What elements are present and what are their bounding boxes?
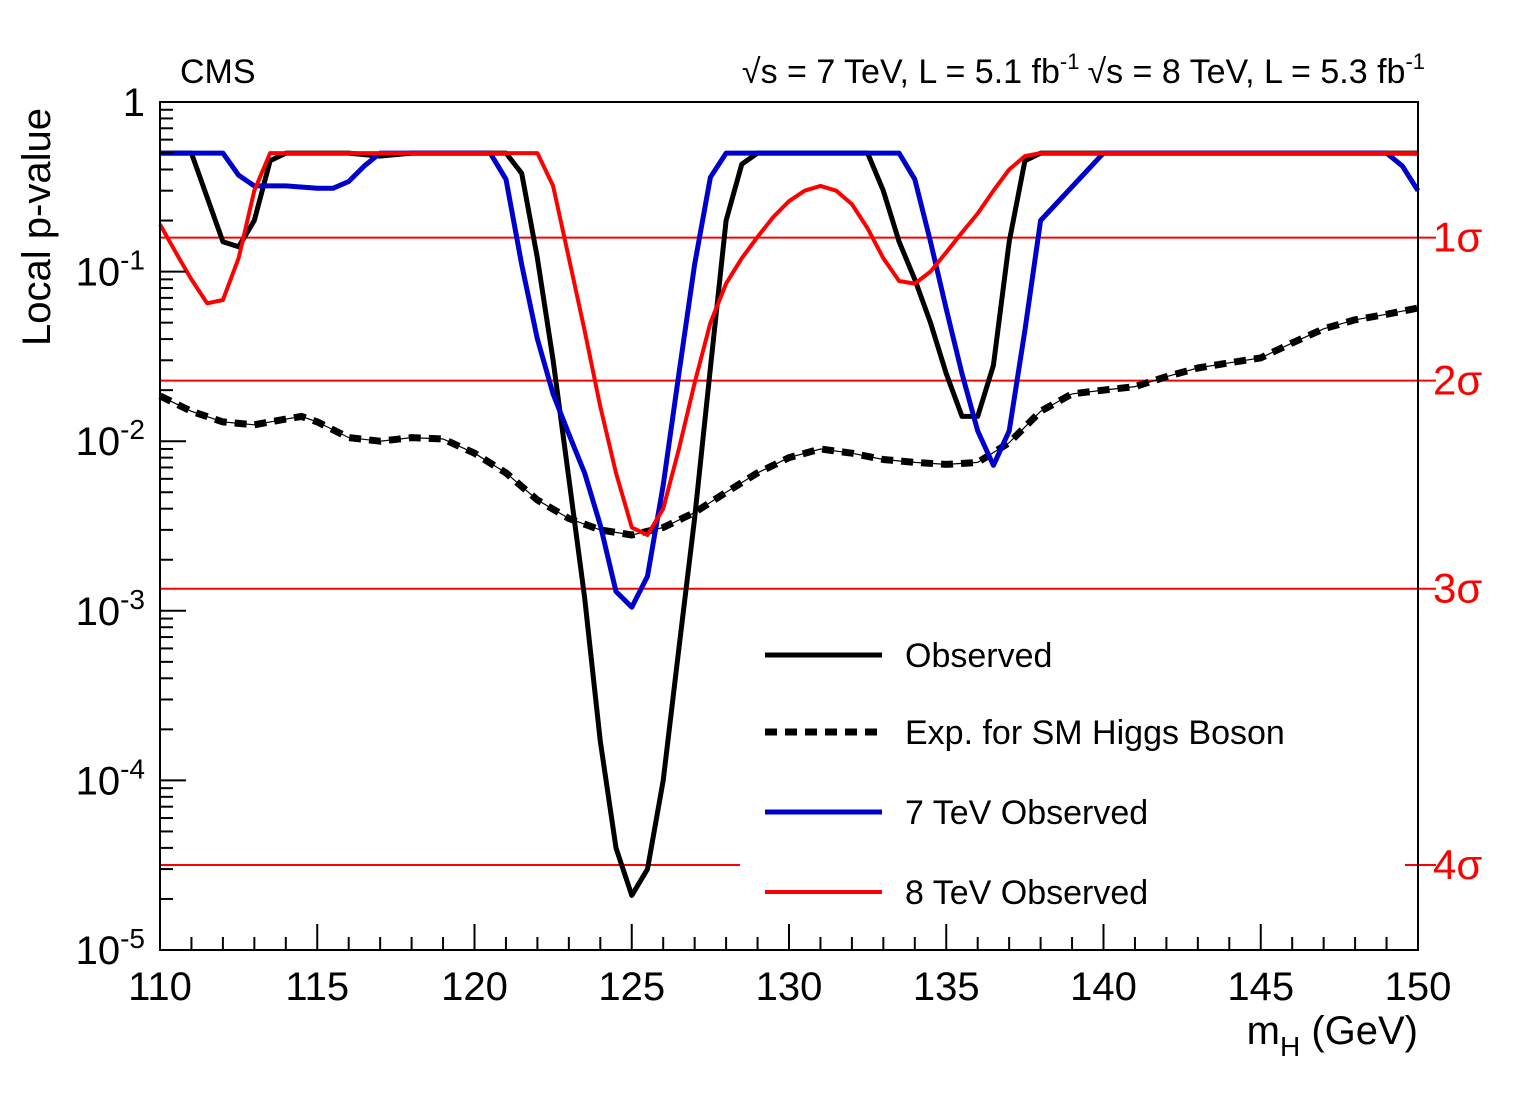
y-tick-label: 1 [123,81,145,125]
sigma-label-1: 1σ [1433,214,1482,261]
sigma-label-2: 2σ [1433,357,1482,404]
y-tick-label-exponent: -2 [120,414,145,445]
energy-label-8: √s = 8 TeV, L = 5.3 fb [1087,53,1405,91]
x-axis-label-rest: (GeV) [1300,1009,1418,1053]
energy-label-7: √s = 7 TeV, L = 5.1 fb [742,53,1060,91]
experiment-label: CMS [180,53,256,91]
y-axis-label: Local p-value [15,108,59,346]
x-tick-label: 115 [285,965,349,1009]
y-tick-label: 10-3 [76,584,145,634]
x-tick-label: 120 [441,965,508,1009]
y-tick-label-base: 1 [123,81,145,125]
y-tick-label-exponent: -5 [120,923,145,954]
sigma-label-4: 4σ [1433,841,1482,888]
x-axis-label-subscript: H [1280,1031,1300,1062]
legend-label-3: 7 TeV Observed [905,794,1148,832]
x-tick-label: 130 [756,965,823,1009]
energy-label-8-exponent: -1 [1405,49,1425,74]
y-tick-label-base: 10 [76,251,121,295]
x-tick-label: 140 [1070,965,1137,1009]
x-tick-label: 125 [598,965,665,1009]
y-tick-label-exponent: -1 [120,245,145,276]
series-line-exp-for-sm-higgs-boson [158,304,1419,539]
energy-lumi-label: √s = 7 TeV, L = 5.1 fb-1 √s = 8 TeV, L = … [742,49,1425,91]
x-tick-label: 135 [913,965,980,1009]
x-axis-tick-labels: 110 115 120 125 130 135 140 145 150 [128,965,1451,1009]
legend: Observed Exp. for SM Higgs Boson 7 TeV Obs… [765,637,1285,912]
legend-label-2: Exp. for SM Higgs Boson [905,714,1285,752]
y-tick-label-exponent: -4 [120,753,145,784]
y-tick-label-base: 10 [76,420,121,464]
y-tick-label: 10-1 [76,245,145,295]
y-tick-label-base: 10 [76,590,121,634]
y-tick-label: 10-2 [76,414,145,464]
y-tick-label-exponent: -3 [120,584,145,615]
x-tick-label: 150 [1385,965,1452,1009]
y-axis-tick-labels: 110-110-210-310-410-5 [76,81,145,973]
x-axis-label: mH (GeV) [1247,1009,1418,1062]
x-tick-label: 110 [128,965,192,1009]
series-line-7-tev-observed [160,150,1421,610]
x-tick-label: 145 [1227,965,1294,1009]
y-tick-label-base: 10 [76,759,121,803]
sigma-labels: 1σ 2σ 3σ 4σ [1433,214,1482,888]
y-tick-label-base: 10 [76,929,121,973]
series-line-8-tev-observed [158,151,1418,537]
energy-label-7-exponent: -1 [1060,49,1080,74]
series-layer [158,150,1421,898]
x-axis-ticks [159,924,1419,950]
y-tick-label: 10-4 [76,753,145,803]
legend-label-1: Observed [905,637,1052,675]
y-tick-label: 10-5 [76,923,145,973]
legend-label-4: 8 TeV Observed [905,874,1148,912]
y-axis-ticks [160,101,186,951]
legend-background [740,610,1405,935]
sigma-label-3: 3σ [1433,565,1482,612]
series-line-exp-for-sm-higgs-boson-center [159,307,1419,536]
x-axis-label-main: m [1247,1009,1280,1053]
